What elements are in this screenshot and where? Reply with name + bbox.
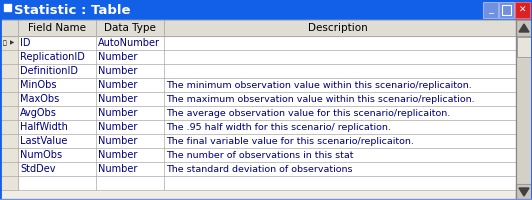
Text: ReplicationID: ReplicationID: [20, 52, 85, 62]
Bar: [8, 4, 11, 7]
Text: 🔑: 🔑: [3, 40, 7, 46]
Bar: [4, 8, 7, 11]
Text: Number: Number: [98, 66, 137, 76]
Bar: [516, 20, 532, 200]
Text: Description: Description: [308, 23, 368, 33]
Bar: [516, 20, 532, 36]
Bar: [0, 0, 532, 20]
Text: MaxObs: MaxObs: [20, 94, 59, 104]
Bar: [517, 37, 531, 57]
Bar: [0, 176, 18, 190]
Text: AutoNumber: AutoNumber: [98, 38, 160, 48]
Polygon shape: [519, 188, 529, 196]
Text: StdDev: StdDev: [20, 164, 55, 174]
Text: The maximum observation value within this scenario/replication.: The maximum observation value within thi…: [166, 95, 475, 104]
Bar: [0, 50, 18, 64]
Bar: [516, 20, 532, 36]
Bar: [4, 4, 7, 7]
Bar: [499, 2, 514, 18]
Text: Number: Number: [98, 80, 137, 90]
Text: AvgObs: AvgObs: [20, 108, 57, 118]
Bar: [515, 2, 530, 18]
Text: Statistic : Table: Statistic : Table: [14, 3, 130, 17]
Bar: [517, 37, 531, 57]
Bar: [515, 2, 530, 18]
Bar: [0, 176, 516, 190]
Bar: [516, 184, 532, 200]
Bar: [0, 134, 18, 148]
Bar: [0, 78, 18, 92]
Bar: [0, 162, 516, 176]
Bar: [0, 36, 516, 50]
Text: Number: Number: [98, 164, 137, 174]
Bar: [0, 92, 516, 106]
Text: NumObs: NumObs: [20, 150, 62, 160]
Bar: [0, 64, 18, 78]
Text: DefinitionID: DefinitionID: [20, 66, 78, 76]
Bar: [483, 2, 498, 18]
Bar: [0, 120, 516, 134]
Text: LastValue: LastValue: [20, 136, 68, 146]
Text: The standard deviation of observations: The standard deviation of observations: [166, 164, 353, 173]
Text: Number: Number: [98, 150, 137, 160]
Bar: [0, 148, 18, 162]
Text: Number: Number: [98, 136, 137, 146]
Text: ID: ID: [20, 38, 30, 48]
Bar: [0, 78, 516, 92]
Bar: [0, 120, 18, 134]
Bar: [0, 106, 516, 120]
Bar: [483, 2, 498, 18]
Bar: [0, 20, 516, 36]
Text: Number: Number: [98, 122, 137, 132]
Text: MinObs: MinObs: [20, 80, 56, 90]
Bar: [516, 184, 532, 200]
Bar: [0, 36, 18, 50]
Bar: [0, 92, 18, 106]
Text: Number: Number: [98, 52, 137, 62]
Text: HalfWidth: HalfWidth: [20, 122, 68, 132]
Bar: [0, 148, 516, 162]
Bar: [8, 8, 11, 11]
Bar: [499, 2, 514, 18]
Text: The .95 half width for this scenario/ replication.: The .95 half width for this scenario/ re…: [166, 122, 391, 132]
Bar: [502, 5, 511, 15]
Text: Number: Number: [98, 108, 137, 118]
Text: The final variable value for this scenario/replicaiton.: The final variable value for this scenar…: [166, 136, 414, 146]
Bar: [0, 162, 18, 176]
Bar: [0, 50, 516, 64]
Text: ▶: ▶: [10, 40, 14, 46]
Text: ✕: ✕: [519, 5, 526, 15]
Polygon shape: [519, 24, 529, 32]
Bar: [0, 134, 516, 148]
Text: The average observation value for this scenario/replicaiton.: The average observation value for this s…: [166, 108, 450, 117]
Bar: [0, 64, 516, 78]
Text: The number of observations in this stat: The number of observations in this stat: [166, 150, 353, 160]
Text: ─: ─: [488, 9, 493, 18]
Text: The minimum observation value within this scenario/replicaiton.: The minimum observation value within thi…: [166, 80, 472, 90]
Text: Number: Number: [98, 94, 137, 104]
Bar: [0, 106, 18, 120]
Text: Data Type: Data Type: [104, 23, 156, 33]
Text: Field Name: Field Name: [28, 23, 86, 33]
